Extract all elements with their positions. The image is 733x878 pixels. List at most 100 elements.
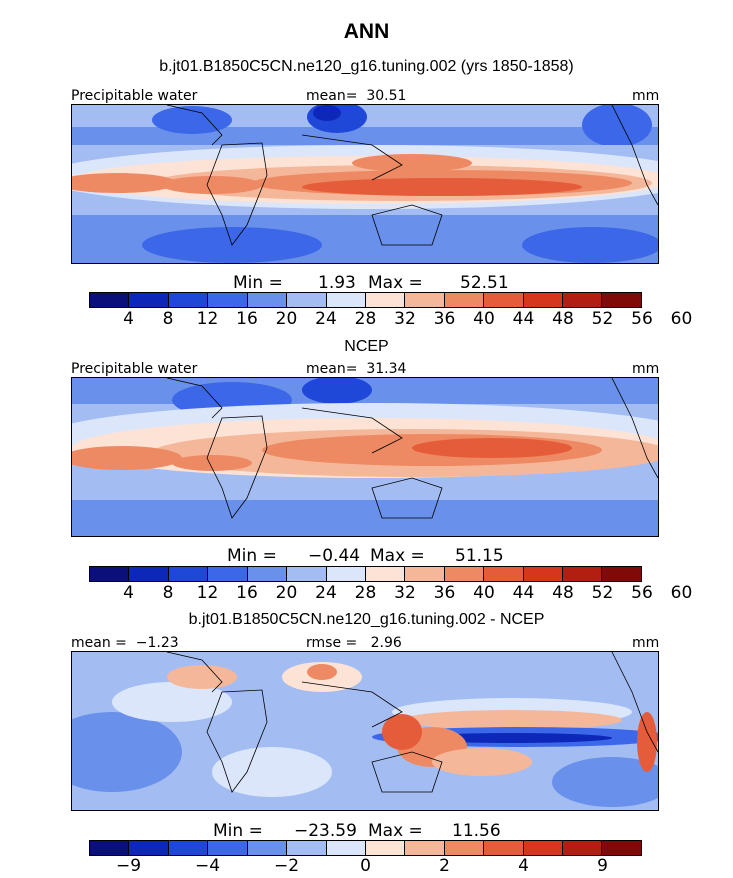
colorbar-box xyxy=(444,293,485,307)
panel3-rmse-label: rmse = 2.96 xyxy=(306,635,402,651)
panel2-max-label: Max = xyxy=(370,546,425,566)
panel2-title: NCEP xyxy=(344,338,389,355)
colorbar-box xyxy=(602,841,641,855)
colorbar-tick-label: 28 xyxy=(354,309,377,329)
colorbar-tick-label: 16 xyxy=(236,583,258,603)
colorbar-box xyxy=(484,841,524,855)
colorbar-box xyxy=(602,293,641,307)
colorbar-tick-label: 24 xyxy=(315,583,337,603)
colorbar-box xyxy=(168,293,209,307)
panel3-units: mm xyxy=(632,635,660,651)
colorbar-box xyxy=(129,567,169,581)
colorbar-box xyxy=(523,567,564,581)
colorbar-box xyxy=(444,567,485,581)
panel2-max-value: 51.15 xyxy=(455,546,504,566)
colorbar-box xyxy=(405,841,445,855)
colorbar-tick-label: 40 xyxy=(473,583,495,603)
colorbar-tick-label: 48 xyxy=(552,309,574,329)
colorbar-tick-label: 40 xyxy=(473,309,495,329)
panel2-map xyxy=(71,377,659,537)
colorbar-box xyxy=(563,567,603,581)
colorbar-tick-label: 32 xyxy=(394,309,416,329)
colorbar-tick-label: 20 xyxy=(275,309,298,329)
panel2-units: mm xyxy=(632,361,660,377)
panel2-colorbar xyxy=(89,566,642,582)
colorbar-tick-label: 48 xyxy=(552,583,574,603)
colorbar-tick-label: 4 xyxy=(123,583,134,603)
colorbar-box xyxy=(247,293,288,307)
colorbar-tick-label: 60 xyxy=(670,583,693,603)
colorbar-box xyxy=(287,567,327,581)
colorbar-tick-label: 52 xyxy=(591,583,614,603)
colorbar-tick-label: −4 xyxy=(194,856,221,876)
ncep-precipitable-water-map-icon xyxy=(72,378,658,536)
colorbar-box xyxy=(484,567,524,581)
colorbar-tick-label: 44 xyxy=(512,583,535,603)
colorbar-box xyxy=(287,293,327,307)
colorbar-box xyxy=(523,293,564,307)
colorbar-tick-label: 52 xyxy=(591,309,614,329)
colorbar-box xyxy=(90,567,130,581)
colorbar-box xyxy=(168,567,209,581)
colorbar-box xyxy=(444,841,485,855)
colorbar-tick-label: −2 xyxy=(273,856,300,876)
colorbar-box xyxy=(405,293,445,307)
colorbar-box xyxy=(365,567,406,581)
colorbar-tick-label: 8 xyxy=(162,309,174,329)
panel1-colorbar-ticks: 4 8 12 16 20 24 28 32 36 40 44 48 52 56 60 xyxy=(89,309,692,329)
colorbar-tick-label: 16 xyxy=(236,309,258,329)
colorbar-box xyxy=(208,841,248,855)
colorbar-tick-label: 36 xyxy=(433,583,456,603)
colorbar-tick-label: 28 xyxy=(354,583,377,603)
colorbar-box xyxy=(129,293,169,307)
main-title: ANN xyxy=(343,20,390,43)
colorbar-box xyxy=(168,841,209,855)
panel3-max-value: 11.56 xyxy=(452,821,501,841)
panel3-colorbar xyxy=(89,840,642,856)
colorbar-box xyxy=(287,841,327,855)
colorbar-box xyxy=(326,841,366,855)
colorbar-box xyxy=(523,841,564,855)
colorbar-tick-label: 24 xyxy=(315,309,337,329)
colorbar-box xyxy=(247,567,288,581)
panel2-mean-label: mean= 31.34 xyxy=(306,361,407,377)
colorbar-tick-label: 8 xyxy=(162,583,174,603)
colorbar-tick-label: 2 xyxy=(439,856,450,876)
colorbar-tick-label: 4 xyxy=(518,856,529,876)
panel2-colorbar-ticks: 4 8 12 16 20 24 28 32 36 40 44 48 52 56 60 xyxy=(89,583,692,603)
colorbar-box xyxy=(208,293,248,307)
panel3-min-value: −23.59 xyxy=(294,821,357,841)
panel1-colorbar xyxy=(89,292,642,308)
colorbar-tick-label: 56 xyxy=(631,583,653,603)
colorbar-box xyxy=(129,841,169,855)
colorbar-tick-label: 32 xyxy=(394,583,416,603)
difference-map-icon xyxy=(72,652,658,810)
colorbar-tick-label: 36 xyxy=(433,309,456,329)
panel3-max-label: Max = xyxy=(368,821,423,841)
colorbar-box xyxy=(247,841,288,855)
colorbar-box xyxy=(365,293,406,307)
colorbar-tick-label: 0 xyxy=(360,856,371,876)
colorbar-box xyxy=(563,841,603,855)
colorbar-box xyxy=(90,293,130,307)
panel1-variable-label: Precipitable water xyxy=(71,88,198,104)
colorbar-box xyxy=(484,293,524,307)
colorbar-box xyxy=(563,293,603,307)
panel3-colorbar-ticks: −9 −4 −2 0 2 4 9 xyxy=(89,856,642,876)
panel3-mean-label: mean = −1.23 xyxy=(71,635,179,651)
panel2-min-value: −0.44 xyxy=(308,546,361,566)
colorbar-box xyxy=(405,567,445,581)
panel2-min-label: Min = xyxy=(227,546,277,566)
model-precipitable-water-map-icon xyxy=(72,105,658,263)
panel3-map xyxy=(71,651,659,811)
colorbar-tick-label: 56 xyxy=(631,309,653,329)
panel1-units: mm xyxy=(632,88,660,104)
panel1-max-value: 52.51 xyxy=(460,273,509,293)
panel1-mean-label: mean= 30.51 xyxy=(306,88,407,104)
panel3-title: b.jt01.B1850C5CN.ne120_g16.tuning.002 - … xyxy=(188,611,545,628)
panel1-min-value: 1.93 xyxy=(318,273,356,293)
colorbar-box xyxy=(90,841,130,855)
panel1-max-label: Max = xyxy=(368,273,423,293)
colorbar-box xyxy=(365,841,406,855)
panel1-map xyxy=(71,104,659,264)
